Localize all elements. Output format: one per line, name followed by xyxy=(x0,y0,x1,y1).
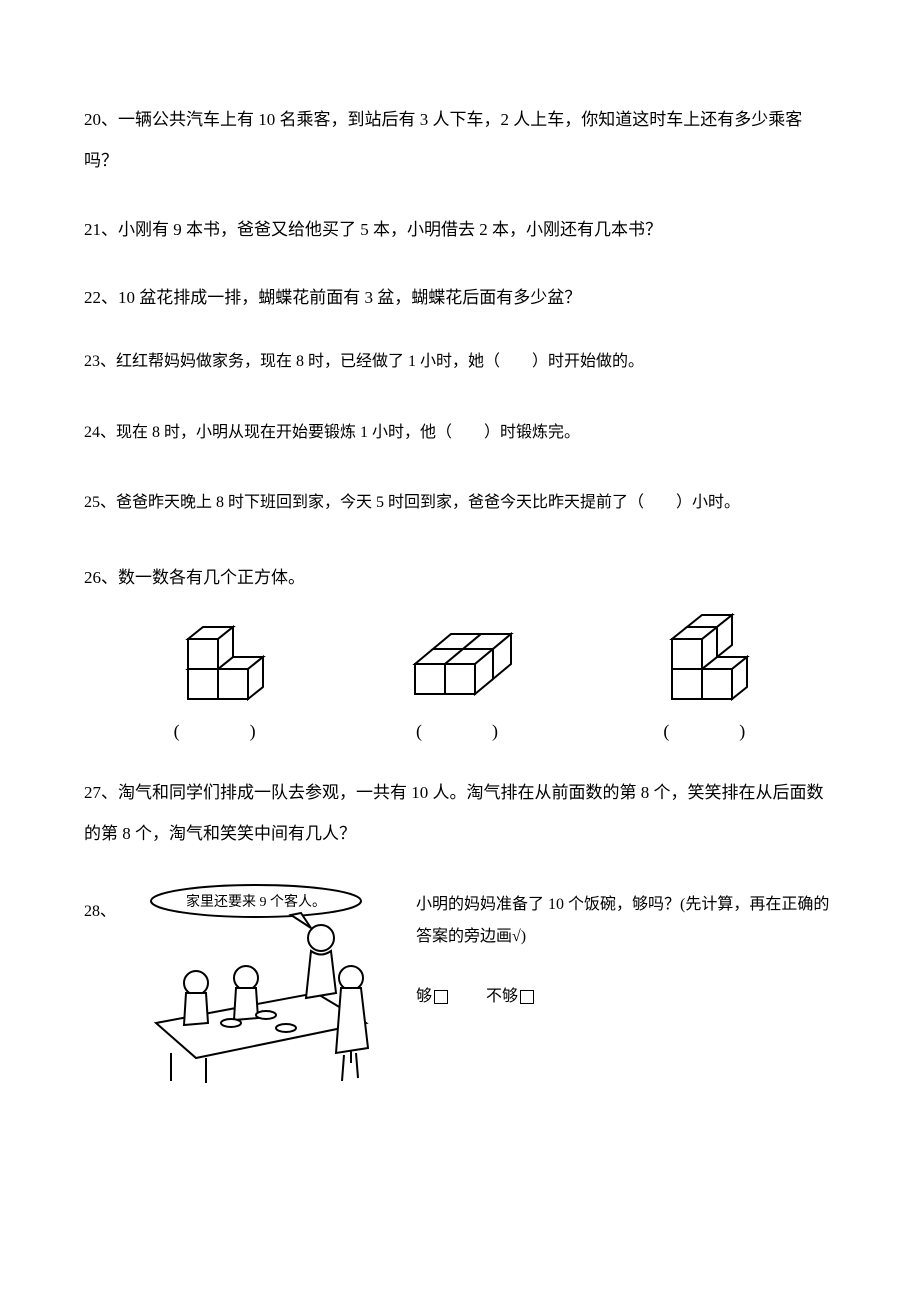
question-20: 20、一辆公共汽车上有 10 名乘客，到站后有 3 人下车，2 人上车，你知道这… xyxy=(84,100,836,182)
cube-figure-3: ( ) xyxy=(642,609,792,743)
question-28: 28、 家里还要来 9 个客人。 xyxy=(84,883,836,1088)
cubes-icon-3 xyxy=(642,609,792,709)
question-26: 26、数一数各有几个正方体。 xyxy=(84,558,836,599)
cube-figures-row: ( ) ( ) xyxy=(114,609,836,743)
question-22: 22、10 盆花排成一排，蝴蝶花前面有 3 盆，蝴蝶花后面有多少盆？ xyxy=(84,278,836,319)
cube-answer-1[interactable]: ( ) xyxy=(174,717,282,743)
choice-enough-label: 够 xyxy=(416,988,432,1005)
question-28-choices: 够 不够 xyxy=(416,981,836,1013)
question-28-number: 28、 xyxy=(84,883,116,921)
question-28-illustration: 家里还要来 9 个客人。 xyxy=(136,883,396,1088)
speech-bubble-text: 家里还要来 9 个客人。 xyxy=(186,893,326,910)
cube-figure-1: ( ) xyxy=(158,609,298,743)
question-25: 25、爸爸昨天晚上 8 时下班回到家，今天 5 时回到家，爸爸今天比昨天提前了（… xyxy=(84,488,836,518)
question-24: 24、现在 8 时，小明从现在开始要锻炼 1 小时，他（ ）时锻炼完。 xyxy=(84,418,836,448)
cube-answer-2[interactable]: ( ) xyxy=(416,717,524,743)
question-27: 27、淘气和同学们排成一队去参观，一共有 10 人。淘气排在从前面数的第 8 个… xyxy=(84,773,836,855)
cubes-icon-2 xyxy=(385,609,555,709)
question-23: 23、红红帮妈妈做家务，现在 8 时，已经做了 1 小时，她（ ）时开始做的。 xyxy=(84,347,836,377)
family-meal-icon: 家里还要来 9 个客人。 xyxy=(136,883,396,1083)
question-28-text: 小明的妈妈准备了 10 个饭碗，够吗？(先计算，再在正确的答案的旁边画√) 够 … xyxy=(416,883,836,1013)
page-content: 20、一辆公共汽车上有 10 名乘客，到站后有 3 人下车，2 人上车，你知道这… xyxy=(0,0,920,1148)
cubes-icon-1 xyxy=(158,609,298,709)
choice-not-enough-label: 不够 xyxy=(486,988,518,1005)
question-28-prompt: 小明的妈妈准备了 10 个饭碗，够吗？(先计算，再在正确的答案的旁边画√) xyxy=(416,889,836,953)
checkbox-not-enough[interactable] xyxy=(520,990,534,1004)
cube-figure-2: ( ) xyxy=(385,609,555,743)
cube-answer-3[interactable]: ( ) xyxy=(663,717,771,743)
checkbox-enough[interactable] xyxy=(434,990,448,1004)
question-21: 21、小刚有 9 本书，爸爸又给他买了 5 本，小明借去 2 本，小刚还有几本书… xyxy=(84,210,836,251)
